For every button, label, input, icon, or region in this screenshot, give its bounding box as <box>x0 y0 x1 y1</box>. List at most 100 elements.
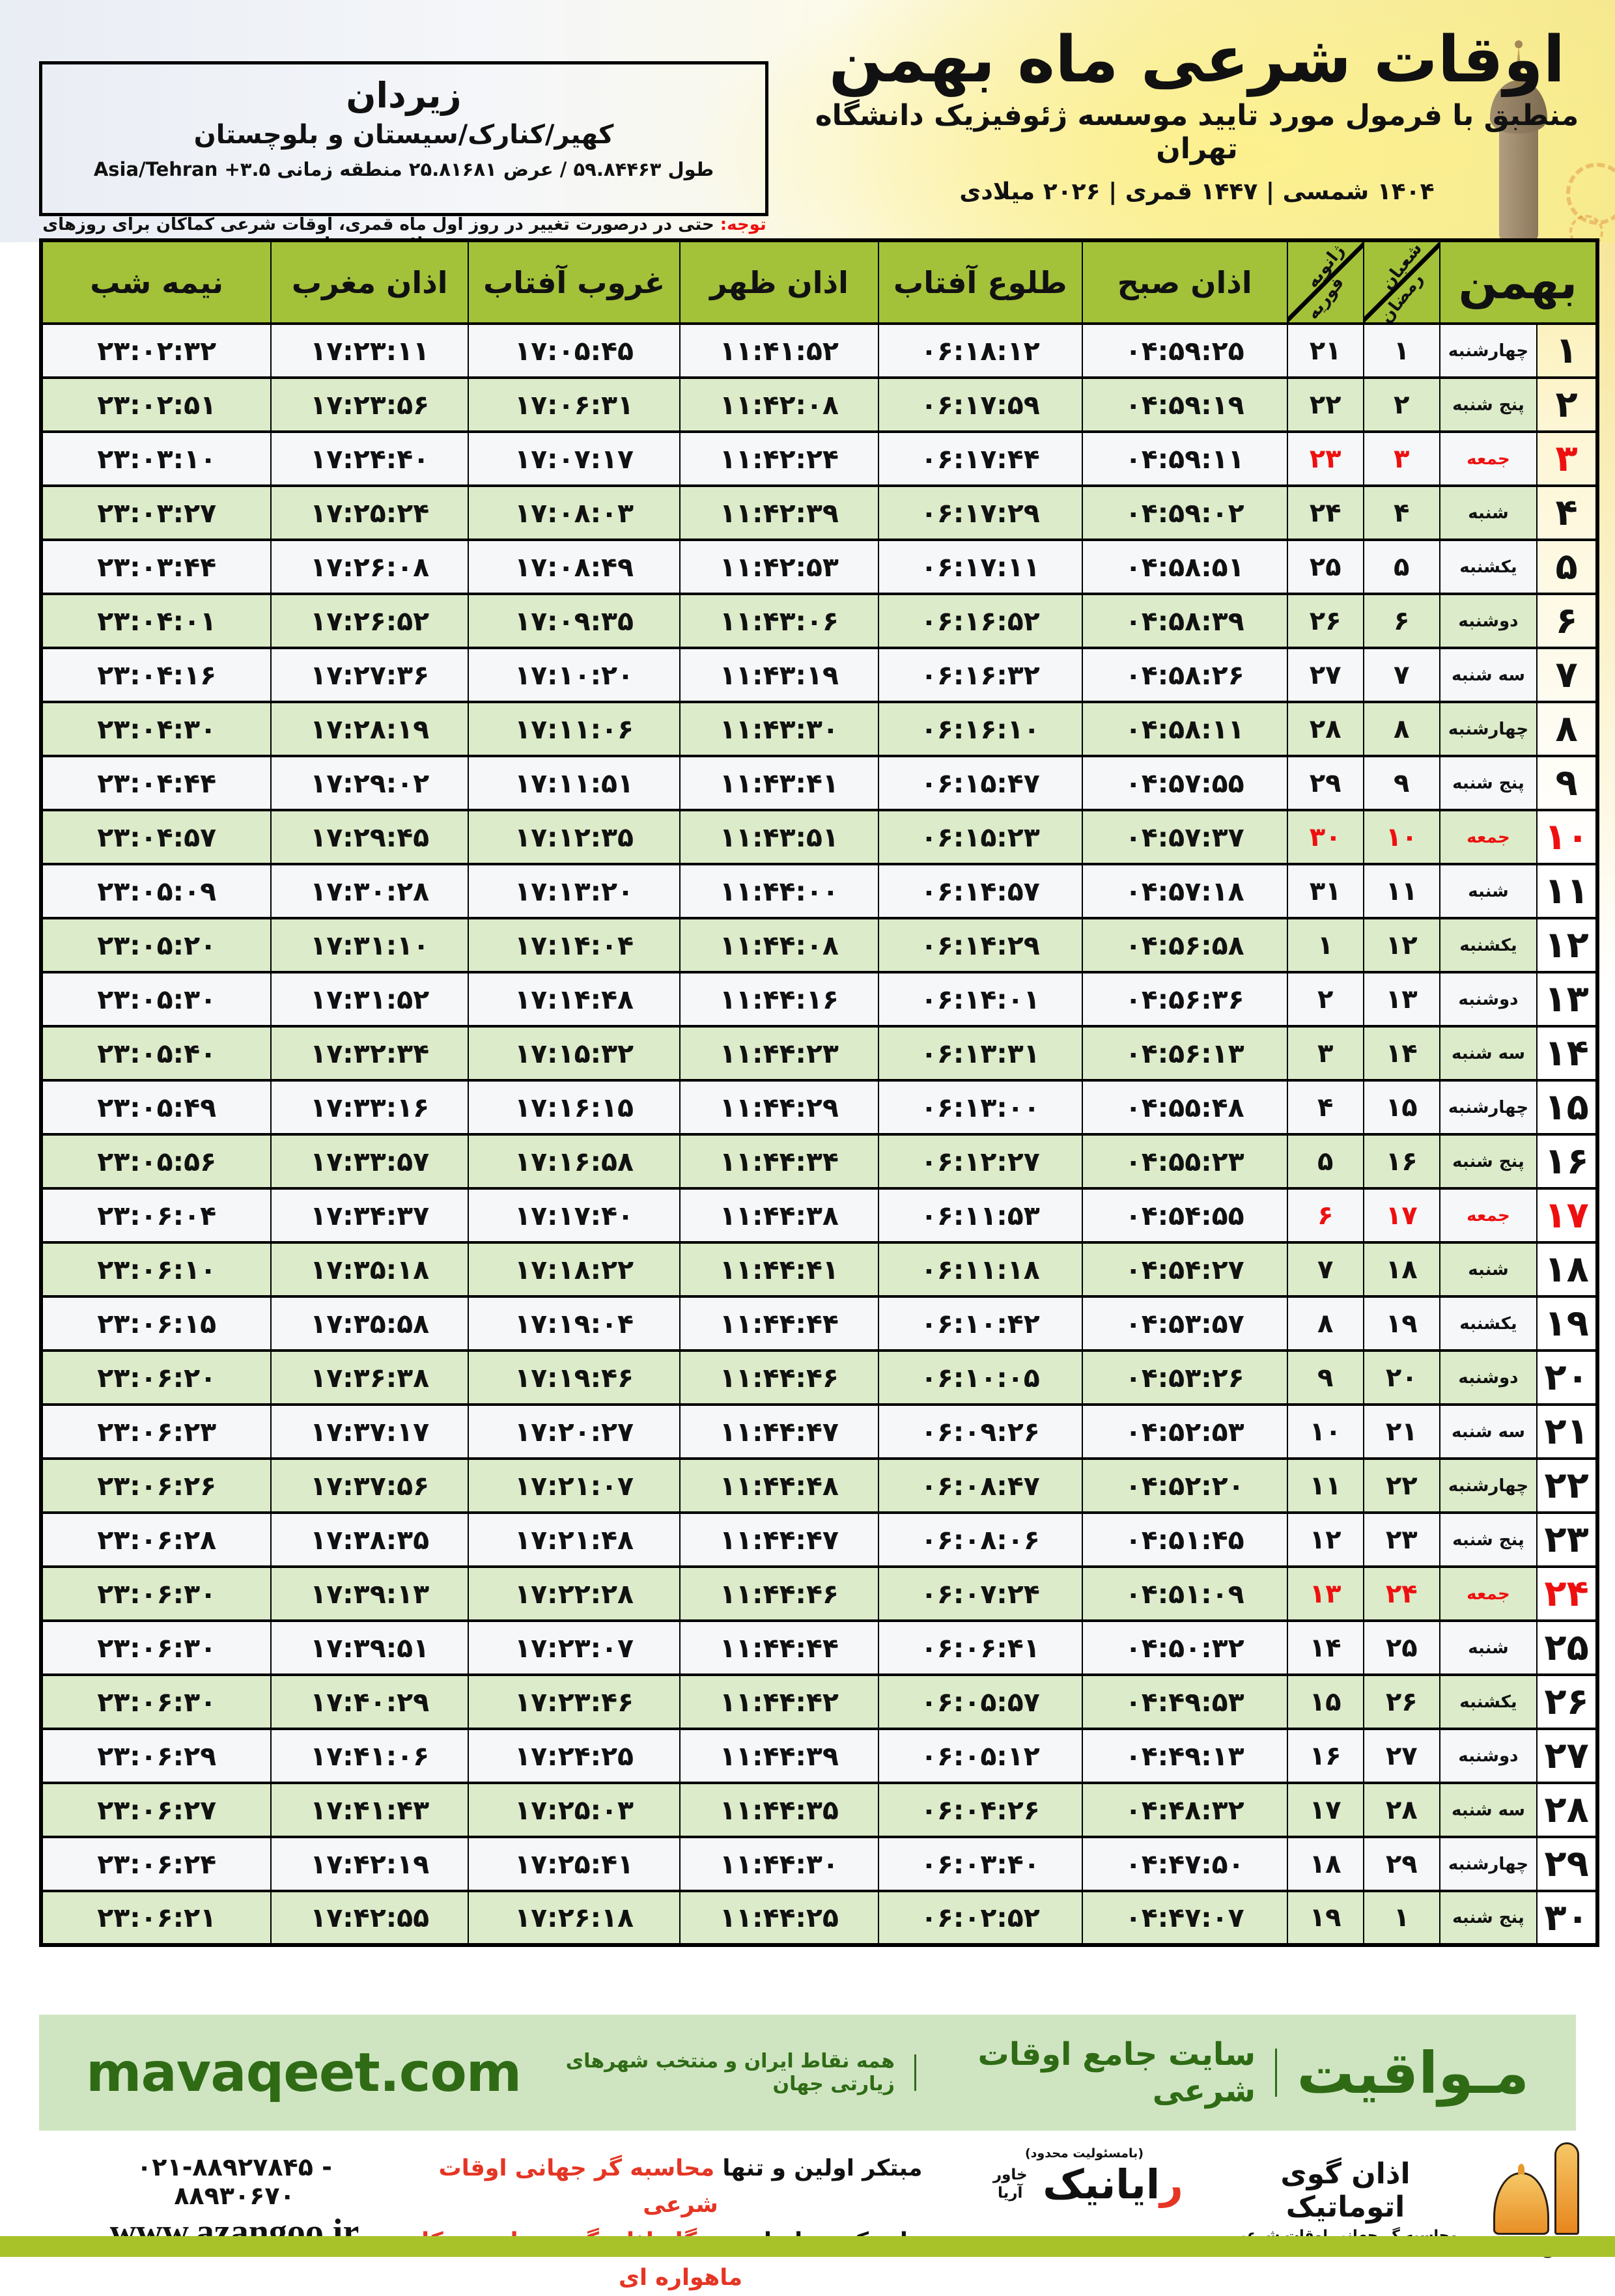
bahman-day-number: ۲۷ <box>1536 1728 1598 1784</box>
table-row: ۲۳ پنج شنبه ۲۳ ۱۲ ۰۴:۵۱:۴۵ ۰۶:۰۸:۰۶ ۱۱:۴… <box>40 1511 1598 1568</box>
table-row: ۱۴ سه شنبه ۱۴ ۳ ۰۴:۵۶:۱۳ ۰۶:۱۳:۳۱ ۱۱:۴۴:… <box>40 1025 1598 1082</box>
mavaqeet-brand: مـواقیت <box>1297 2039 1529 2107</box>
mavaqeet-domain: mavaqeet.com <box>86 2041 522 2104</box>
bahman-day-number: ۲۳ <box>1536 1511 1598 1568</box>
maghrib-time: ۱۷:۳۷:۱۷ <box>270 1403 470 1460</box>
midnight-time: ۲۳:۰۶:۳۰ <box>40 1565 272 1622</box>
gregorian-day-number: ۳۱ <box>1286 863 1364 919</box>
maghrib-time: ۱۷:۳۵:۵۸ <box>270 1295 470 1352</box>
gregorian-day-number: ۳ <box>1286 1025 1364 1082</box>
dhuhr-time: ۱۱:۴۴:۳۵ <box>679 1782 879 1838</box>
bahman-day-number: ۹ <box>1536 755 1598 811</box>
midnight-time: ۲۳:۰۶:۳۰ <box>40 1673 272 1730</box>
weekday-name: سه شنبه <box>1439 647 1538 703</box>
midnight-time: ۲۳:۰۴:۳۰ <box>40 701 272 757</box>
maghrib-time: ۱۷:۲۳:۵۶ <box>270 376 470 433</box>
sunset-time: ۱۷:۱۹:۴۶ <box>468 1349 681 1406</box>
rayanik-sub-name: خاور آریا <box>992 2166 1028 2202</box>
bahman-day-number: ۴ <box>1536 484 1598 541</box>
location-box: زیردان کهیر/کنارک/سیستان و بلوچستان طول … <box>39 61 768 216</box>
table-row: ۸ چهارشنبه ۸ ۲۸ ۰۴:۵۸:۱۱ ۰۶:۱۶:۱۰ ۱۱:۴۳:… <box>40 701 1598 757</box>
midnight-time: ۲۳:۰۵:۴۹ <box>40 1079 272 1136</box>
weekday-name: یکشنبه <box>1439 1295 1538 1352</box>
sunset-time: ۱۷:۱۴:۴۸ <box>468 971 681 1028</box>
weekday-name: جمعه <box>1439 430 1538 487</box>
dhuhr-time: ۱۱:۴۴:۲۵ <box>679 1890 879 1946</box>
table-row: ۱۵ چهارشنبه ۱۵ ۴ ۰۴:۵۵:۴۸ ۰۶:۱۳:۰۰ ۱۱:۴۴… <box>40 1079 1598 1136</box>
bahman-day-number: ۲۰ <box>1536 1349 1598 1406</box>
hijri-day-number: ۱ <box>1362 322 1440 379</box>
sunset-time: ۱۷:۱۴:۰۴ <box>468 917 681 973</box>
weekday-name: یکشنبه <box>1439 917 1538 973</box>
hijri-day-number: ۵ <box>1362 539 1440 595</box>
hijri-day-number: ۶ <box>1362 593 1440 649</box>
weekday-name: چهارشنبه <box>1439 1457 1538 1514</box>
gregorian-day-number: ۱۹ <box>1286 1890 1364 1946</box>
weekday-name: جمعه <box>1439 1187 1538 1244</box>
hijri-day-number: ۱ <box>1362 1890 1440 1946</box>
hijri-day-number: ۲ <box>1362 376 1440 433</box>
maghrib-time: ۱۷:۲۸:۱۹ <box>270 701 470 757</box>
hijri-day-number: ۱۳ <box>1362 971 1440 1028</box>
gregorian-day-number: ۱۰ <box>1286 1403 1364 1460</box>
dhuhr-time: ۱۱:۴۳:۱۹ <box>679 647 879 703</box>
dhuhr-time: ۱۱:۴۴:۳۸ <box>679 1187 879 1244</box>
hijri-day-number: ۱۰ <box>1362 809 1440 865</box>
dhuhr-time: ۱۱:۴۴:۴۶ <box>679 1349 879 1406</box>
table-row: ۲۱ سه شنبه ۲۱ ۱۰ ۰۴:۵۲:۵۳ ۰۶:۰۹:۲۶ ۱۱:۴۴… <box>40 1403 1598 1460</box>
maghrib-time: ۱۷:۳۹:۱۳ <box>270 1565 470 1622</box>
dhuhr-time: ۱۱:۴۲:۲۴ <box>679 430 879 487</box>
gregorian-day-number: ۲۴ <box>1286 484 1364 541</box>
fajr-time: ۰۴:۵۷:۳۷ <box>1081 809 1288 865</box>
bahman-day-number: ۱۶ <box>1536 1133 1598 1190</box>
fajr-time: ۰۴:۵۴:۲۷ <box>1081 1241 1288 1298</box>
weekday-name: پنج شنبه <box>1439 1511 1538 1568</box>
weekday-name: یکشنبه <box>1439 539 1538 595</box>
rayanik-wordmark-row: رایانیک خاور آریا <box>970 2161 1198 2208</box>
weekday-name: جمعه <box>1439 1565 1538 1622</box>
midnight-time: ۲۳:۰۲:۳۲ <box>40 322 272 379</box>
bahman-day-number: ۱۷ <box>1536 1187 1598 1244</box>
sunrise-time: ۰۶:۱۷:۴۴ <box>877 430 1083 487</box>
maghrib-time: ۱۷:۲۹:۰۲ <box>270 755 470 811</box>
sunrise-time: ۰۶:۰۷:۲۴ <box>877 1565 1083 1622</box>
prayer-times-table: بهمن شعبان رمضان ژانویه فوریه اذان صبح ط… <box>39 238 1599 1947</box>
dhuhr-time: ۱۱:۴۴:۴۴ <box>679 1619 879 1676</box>
bahman-day-number: ۱۳ <box>1536 971 1598 1028</box>
midnight-time: ۲۳:۰۴:۱۶ <box>40 647 272 703</box>
table-header-row: بهمن شعبان رمضان ژانویه فوریه اذان صبح ط… <box>40 239 1599 325</box>
gregorian-day-number: ۲۸ <box>1286 701 1364 757</box>
hijri-day-number: ۱۸ <box>1362 1241 1440 1298</box>
dome-shape <box>1493 2164 1549 2235</box>
marketing-text: مبتکر اولین و تنها محاسبه گر جهانی اوقات… <box>404 2150 957 2296</box>
coordinates-text: طول ۵۹.۸۴۴۶۳ / عرض ۲۵.۸۱۶۸۱ منطقه زمانی <box>277 158 714 180</box>
maghrib-time: ۱۷:۳۱:۵۲ <box>270 971 470 1028</box>
midnight-time: ۲۳:۰۶:۲۴ <box>40 1836 272 1892</box>
dhuhr-time: ۱۱:۴۳:۰۶ <box>679 593 879 649</box>
maghrib-time: ۱۷:۳۵:۱۸ <box>270 1241 470 1298</box>
bahman-day-number: ۳ <box>1536 430 1598 487</box>
column-header-hijri-month: شعبان رمضان <box>1362 239 1440 325</box>
weekday-name: پنج شنبه <box>1439 1890 1538 1946</box>
midnight-time: ۲۳:۰۳:۱۰ <box>40 430 272 487</box>
maghrib-time: ۱۷:۲۳:۱۱ <box>270 322 470 379</box>
sunrise-time: ۰۶:۰۴:۲۶ <box>877 1782 1083 1838</box>
fajr-time: ۰۴:۵۵:۲۳ <box>1081 1133 1288 1190</box>
midnight-time: ۲۳:۰۴:۴۴ <box>40 755 272 811</box>
fajr-time: ۰۴:۵۹:۱۱ <box>1081 430 1288 487</box>
dhuhr-time: ۱۱:۴۴:۳۴ <box>679 1133 879 1190</box>
note-label: توجه: <box>720 215 766 234</box>
sunrise-time: ۰۶:۰۹:۲۶ <box>877 1403 1083 1460</box>
marketing-line-1: مبتکر اولین و تنها محاسبه گر جهانی اوقات… <box>404 2150 957 2223</box>
sunrise-time: ۰۶:۱۸:۱۲ <box>877 322 1083 379</box>
sunrise-time: ۰۶:۱۵:۲۳ <box>877 809 1083 865</box>
fajr-time: ۰۴:۵۷:۱۸ <box>1081 863 1288 919</box>
midnight-time: ۲۳:۰۴:۰۱ <box>40 593 272 649</box>
hijri-day-number: ۲۲ <box>1362 1457 1440 1514</box>
midnight-time: ۲۳:۰۶:۰۴ <box>40 1187 272 1244</box>
fajr-time: ۰۴:۵۹:۰۲ <box>1081 484 1288 541</box>
sunrise-time: ۰۶:۱۶:۱۰ <box>877 701 1083 757</box>
sunrise-time: ۰۶:۱۱:۱۸ <box>877 1241 1083 1298</box>
weekday-name: پنج شنبه <box>1439 376 1538 433</box>
gregorian-day-number: ۱۳ <box>1286 1565 1364 1622</box>
